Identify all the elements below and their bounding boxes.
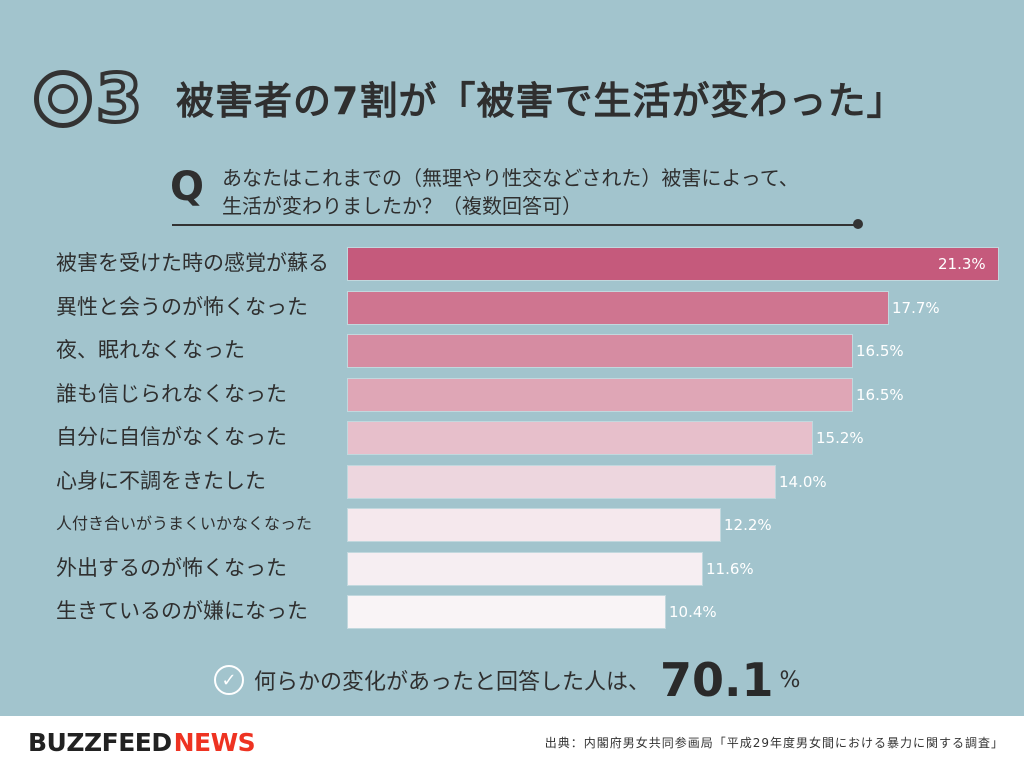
value-label: 16.5% (856, 342, 904, 360)
page-title: 被害者の7割が「被害で生活が変わった」 (176, 79, 906, 123)
bar-row: 人付き合いがうまくいかなくなった 12.2% (0, 507, 1024, 547)
bar (348, 552, 702, 585)
bar-row: 異性と会うのが怖くなった 17.7% (0, 290, 1024, 330)
category-label: 生きているのが嫌になった (56, 599, 308, 623)
question-line-2: 生活が変わりましたか？（複数回答可） (222, 194, 582, 218)
summary-text: 何らかの変化があったと回答した人は、 (254, 670, 651, 695)
value-label: 16.5% (856, 385, 904, 404)
bar (348, 422, 812, 454)
bar-row: 自分に自信がなくなった 15.2% (0, 420, 1024, 460)
bar-row: 生きているのが嫌になった 10.4% (0, 594, 1024, 634)
category-label: 夜、眠れなくなった (56, 338, 245, 362)
bar-row: 被害を受けた時の感覚が蘇る 21.3% (0, 246, 1024, 286)
question-mark: Q (170, 164, 205, 210)
question-text: あなたはこれまでの（無理やり性交などされた）被害によって、 生活が変わりましたか… (222, 164, 799, 220)
circle-q-icon (34, 70, 92, 128)
bar (348, 248, 998, 280)
bar (348, 378, 852, 411)
value-label: 17.7% (892, 298, 940, 317)
bar-row: 夜、眠れなくなった 16.5% (0, 333, 1024, 373)
value-label: 10.4% (669, 603, 717, 621)
question-underline (172, 224, 858, 226)
value-label: 11.6% (706, 559, 754, 578)
category-label: 自分に自信がなくなった (56, 425, 287, 449)
summary: ✓ 何らかの変化があったと回答した人は、 70.1 % (214, 652, 800, 708)
check-circle-icon: ✓ (214, 665, 244, 695)
question-number-badge: 3 (34, 60, 144, 137)
value-label: 14.0% (779, 472, 827, 491)
logo-buzzfeed: BUZZFEED (28, 728, 172, 757)
bar (348, 596, 665, 628)
summary-unit: % (779, 667, 801, 693)
underline-end-dot (853, 219, 863, 229)
category-label: 誰も信じられなくなった (56, 381, 287, 406)
value-label: 12.2% (724, 516, 772, 534)
category-label: 被害を受けた時の感覚が蘇る (56, 251, 329, 275)
bar (348, 335, 852, 367)
badge-number: 3 (94, 60, 144, 137)
bar (348, 291, 888, 324)
bar (348, 509, 720, 541)
value-label: 15.2% (816, 429, 864, 447)
bar-chart: 被害を受けた時の感覚が蘇る 21.3% 異性と会うのが怖くなった 17.7% 夜、眠れな… (0, 246, 1024, 646)
category-label: 外出するのが怖くなった (56, 555, 287, 580)
value-label: 21.3% (938, 255, 986, 273)
category-label: 心身に不調をきたした (56, 468, 266, 493)
footer: BUZZFEEDNEWS 出典：内閣府男女共同参画局「平成29年度男女間における… (0, 716, 1024, 768)
source-citation: 出典：内閣府男女共同参画局「平成29年度男女間における暴力に関する調査」 (544, 736, 1004, 750)
bar-row: 外出するのが怖くなった 11.6% (0, 551, 1024, 591)
logo-news: NEWS (173, 728, 256, 757)
question-line-1: あなたはこれまでの（無理やり性交などされた）被害によって、 (222, 166, 799, 190)
bar-row: 心身に不調をきたした 14.0% (0, 464, 1024, 504)
bar-row: 誰も信じられなくなった 16.5% (0, 377, 1024, 417)
buzzfeed-news-logo[interactable]: BUZZFEEDNEWS (28, 728, 256, 757)
bar (348, 465, 775, 498)
category-label: 異性と会うのが怖くなった (56, 294, 308, 319)
category-label: 人付き合いがうまくいかなくなった (56, 514, 313, 533)
summary-value: 70.1 (660, 653, 774, 707)
